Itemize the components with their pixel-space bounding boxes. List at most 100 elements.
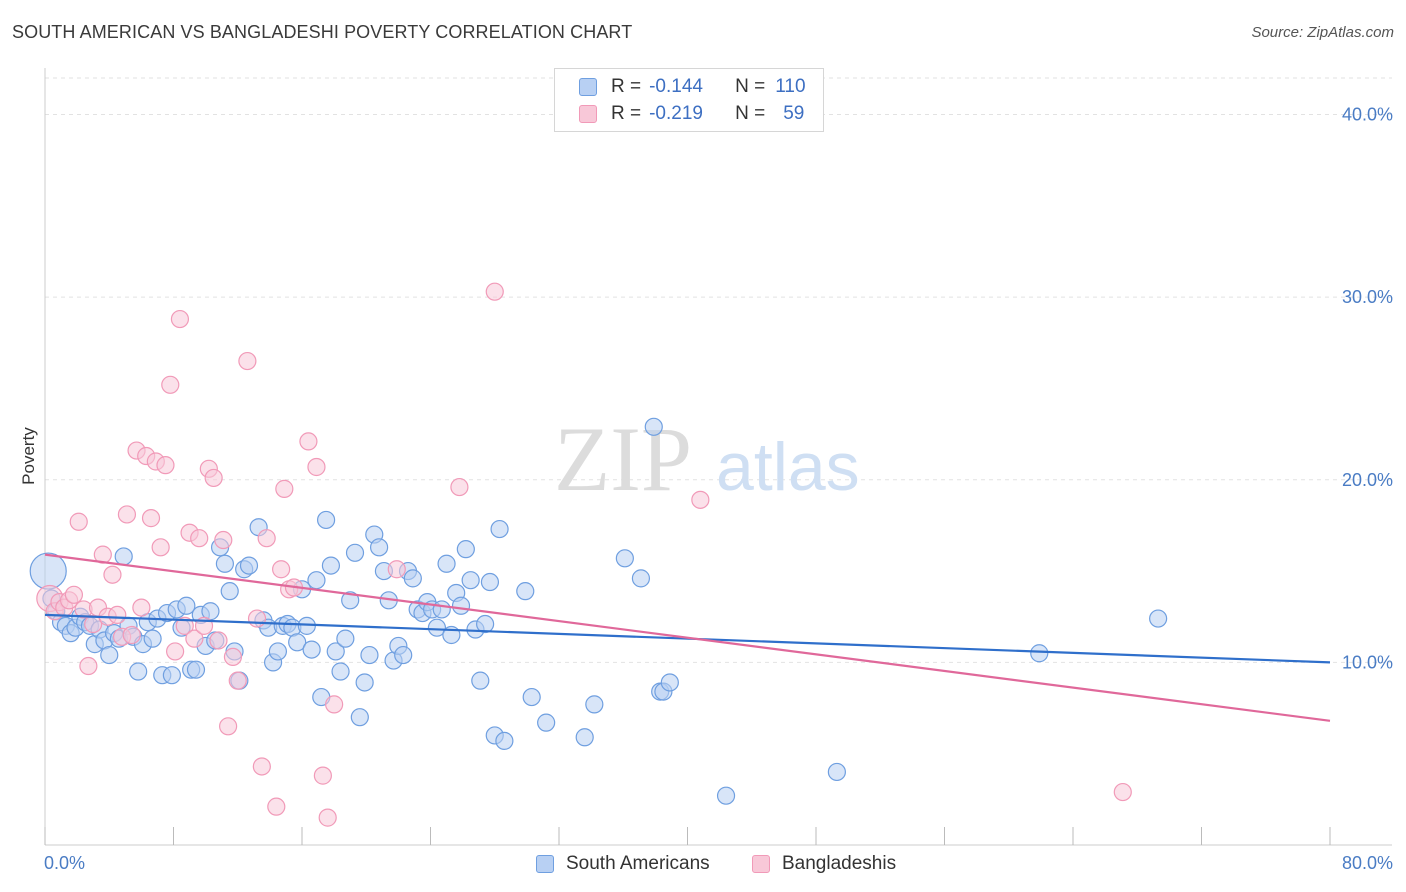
watermark: ZIP atlas xyxy=(554,408,860,510)
legend-row-bangladeshis: R = -0.219 N = 59 xyxy=(579,101,804,127)
data-point xyxy=(275,479,294,498)
data-point xyxy=(370,538,389,557)
data-point xyxy=(29,552,67,590)
data-point xyxy=(355,673,374,692)
data-point xyxy=(345,543,365,562)
data-point xyxy=(141,509,161,528)
data-point xyxy=(660,673,679,692)
data-point xyxy=(220,582,239,601)
legend-swatch-bangladeshis xyxy=(579,105,597,123)
chart-title: SOUTH AMERICAN VS BANGLADESHI POVERTY CO… xyxy=(12,22,633,42)
data-point xyxy=(100,645,119,665)
data-point xyxy=(326,642,345,661)
data-point xyxy=(350,708,369,727)
trend-line-bangladeshis xyxy=(44,553,1331,722)
data-point xyxy=(103,565,122,584)
data-point xyxy=(170,309,190,329)
legend-r-label: R = xyxy=(611,76,642,97)
data-point xyxy=(1030,644,1049,663)
y-tick-label: 10.0% xyxy=(1342,652,1393,672)
data-point xyxy=(288,633,307,652)
data-point xyxy=(151,538,170,557)
legend-n-value: 59 xyxy=(783,103,805,124)
series-bangladeshis xyxy=(36,282,1132,827)
bottom-legend-label: Bangladeshis xyxy=(782,853,897,874)
legend-n-label: N = xyxy=(735,103,766,124)
data-point xyxy=(302,640,321,659)
data-point xyxy=(252,757,271,776)
legend-swatch-south-americans xyxy=(579,78,597,96)
data-point xyxy=(451,596,471,615)
data-point xyxy=(175,616,194,635)
data-point xyxy=(432,600,451,619)
data-point xyxy=(1113,782,1132,802)
data-point xyxy=(537,713,556,732)
x-tick-label: 80.0% xyxy=(1342,853,1393,873)
data-point xyxy=(143,629,162,648)
data-point xyxy=(471,671,490,690)
data-point xyxy=(238,351,257,371)
data-point xyxy=(307,571,326,590)
data-point xyxy=(129,662,148,681)
axes xyxy=(44,68,1392,846)
data-point xyxy=(204,468,223,488)
y-tick-label: 40.0% xyxy=(1342,105,1393,125)
data-point xyxy=(1149,609,1168,628)
data-point xyxy=(615,549,634,568)
data-point xyxy=(321,556,341,575)
data-point xyxy=(185,629,204,648)
data-point xyxy=(360,645,379,665)
source-label: Source: ZipAtlas.com xyxy=(1251,24,1394,41)
bottom-legend-south-americans: South Americans xyxy=(536,852,710,876)
data-point xyxy=(480,572,500,592)
legend-n-value: 110 xyxy=(775,76,806,97)
y-tick-label: 20.0% xyxy=(1342,470,1393,490)
legend-r-label: R = xyxy=(611,103,642,124)
data-point xyxy=(272,560,291,579)
data-point xyxy=(166,642,185,661)
data-point xyxy=(476,614,495,634)
data-point xyxy=(209,631,228,650)
data-point xyxy=(228,671,247,690)
data-point xyxy=(267,797,286,816)
data-point xyxy=(190,529,209,548)
data-point xyxy=(450,477,469,497)
data-point xyxy=(307,457,326,477)
data-point xyxy=(318,808,337,827)
data-point xyxy=(122,625,141,645)
data-point xyxy=(247,609,267,628)
data-point xyxy=(162,666,181,685)
data-point xyxy=(691,490,710,509)
data-point xyxy=(427,618,447,637)
data-point xyxy=(437,554,456,573)
data-point xyxy=(268,642,288,661)
data-point xyxy=(161,375,180,394)
data-point xyxy=(84,614,103,634)
stats-legend: R = -0.144 N = 110 R = -0.219 N = 59 xyxy=(554,68,824,132)
data-point xyxy=(495,731,514,751)
data-point xyxy=(387,560,406,579)
data-point xyxy=(716,786,736,805)
data-point xyxy=(516,582,535,601)
data-point xyxy=(132,598,151,617)
data-point xyxy=(114,547,133,566)
y-axis-label: Poverty xyxy=(19,427,38,485)
data-point xyxy=(325,695,344,714)
legend-r-value: -0.219 xyxy=(649,103,703,124)
data-point xyxy=(299,432,318,451)
data-point xyxy=(215,554,234,573)
data-point xyxy=(177,596,196,615)
data-point xyxy=(156,456,175,475)
data-point xyxy=(336,629,355,648)
data-point xyxy=(219,717,238,736)
bottom-legend-bangladeshis: Bangladeshis xyxy=(752,852,896,876)
data-point xyxy=(64,585,84,604)
data-point xyxy=(69,512,88,531)
data-point xyxy=(313,766,332,785)
legend-r-value: -0.144 xyxy=(649,76,703,97)
data-point xyxy=(79,656,98,676)
legend-row-south-americans: R = -0.144 N = 110 xyxy=(579,74,806,100)
data-point xyxy=(485,282,504,301)
data-point xyxy=(490,519,509,539)
data-point xyxy=(108,605,127,625)
